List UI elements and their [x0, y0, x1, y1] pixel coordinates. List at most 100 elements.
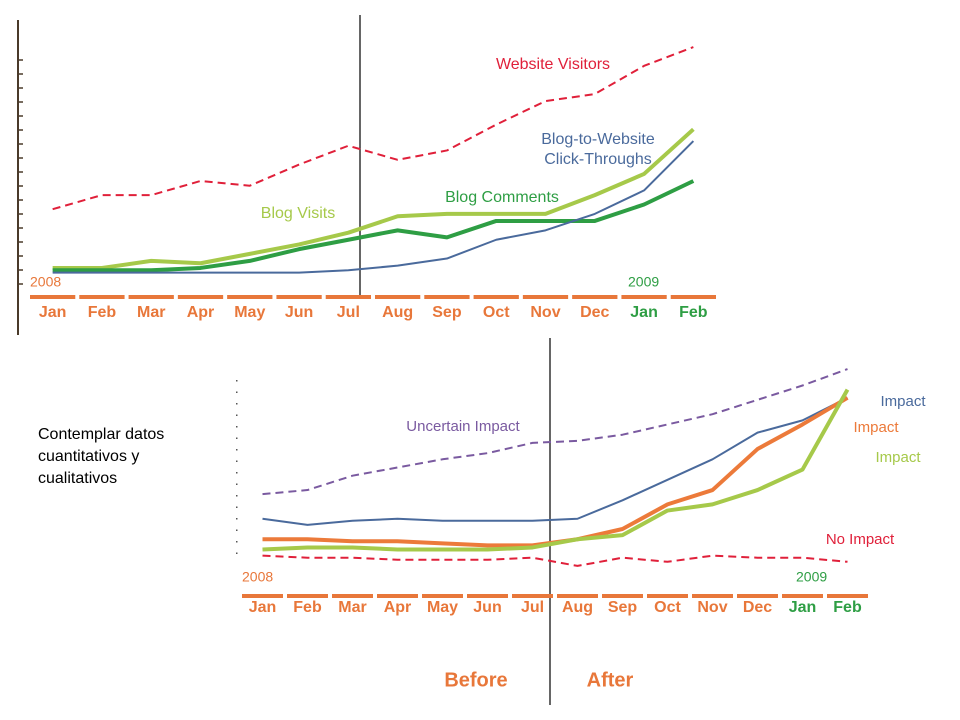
- annotation: 2009: [796, 569, 827, 585]
- annotation: Impact: [853, 419, 899, 436]
- x-tick-label: Aug: [562, 599, 593, 616]
- axis-dot: [236, 541, 238, 543]
- axis-dot: [236, 403, 238, 405]
- axis-dot: [236, 460, 238, 462]
- annotation: No Impact: [826, 531, 895, 548]
- annotation: Blog-to-Website: [541, 131, 655, 148]
- month-bar: [128, 295, 174, 299]
- x-tick-label: Feb: [833, 599, 862, 616]
- month-bar: [332, 594, 373, 598]
- series-line: [52, 179, 695, 273]
- series-line: [262, 388, 850, 552]
- month-bar: [647, 594, 688, 598]
- series-line: [52, 140, 695, 274]
- annotation: 2009: [628, 274, 659, 290]
- month-bar: [602, 594, 643, 598]
- x-tick-label: Jan: [789, 599, 817, 616]
- month-bar: [375, 295, 421, 299]
- month-bar: [522, 295, 569, 299]
- axis-dot: [236, 529, 238, 531]
- month-bar: [557, 594, 598, 598]
- annotation: Website Visitors: [496, 56, 610, 73]
- x-tick-label: May: [234, 304, 265, 321]
- month-bar: [325, 295, 371, 299]
- x-tick-label: Dec: [580, 304, 609, 321]
- axis-dot: [236, 506, 238, 508]
- month-bar: [621, 295, 667, 299]
- caption: Contemplar datos cuantitativos y cualita…: [38, 426, 165, 487]
- axis-dot: [236, 380, 238, 382]
- x-tick-label: Aug: [382, 304, 413, 321]
- series-line: [262, 396, 848, 526]
- month-bar: [377, 594, 418, 598]
- series-line: [262, 396, 849, 548]
- annotation: After: [587, 669, 634, 691]
- month-bar: [30, 295, 76, 299]
- x-tick-label: Feb: [679, 304, 708, 321]
- axis-dot: [236, 426, 238, 428]
- annotation: Impact: [875, 449, 921, 466]
- annotation: 2008: [30, 274, 61, 290]
- month-bar: [572, 295, 618, 299]
- x-tick-label: Jan: [249, 599, 277, 616]
- month-bar: [242, 594, 283, 598]
- x-tick-label: Dec: [743, 599, 772, 616]
- annotation: 2008: [242, 569, 273, 585]
- x-tick-label: Oct: [483, 304, 510, 321]
- month-bar: [424, 295, 470, 299]
- month-bar: [177, 295, 224, 299]
- month-bar: [473, 295, 519, 299]
- month-bar: [276, 295, 322, 299]
- x-tick-label: May: [427, 599, 458, 616]
- month-bar: [467, 594, 508, 598]
- x-tick-label: Jun: [285, 304, 313, 321]
- month-bar: [670, 295, 716, 299]
- series-line: [262, 554, 848, 567]
- month-bar: [422, 594, 463, 598]
- series-line: [52, 46, 694, 211]
- annotation: Blog Comments: [445, 189, 559, 206]
- x-tick-label: Feb: [293, 599, 322, 616]
- x-tick-label: Jul: [337, 304, 360, 321]
- x-tick-label: Feb: [88, 304, 117, 321]
- axis-dot: [236, 414, 238, 416]
- month-bar: [287, 594, 328, 598]
- x-tick-label: Oct: [654, 599, 681, 616]
- annotation: Before: [444, 669, 507, 691]
- axis-dot: [236, 495, 238, 497]
- month-bar: [737, 594, 778, 598]
- axis-dot: [236, 449, 238, 451]
- x-tick-label: Jan: [39, 304, 67, 321]
- month-bar: [227, 295, 273, 299]
- axis-dot: [236, 552, 238, 554]
- x-tick-label: Sep: [608, 599, 638, 616]
- x-tick-label: Nov: [697, 599, 727, 616]
- axis-dot: [236, 518, 238, 520]
- x-tick-label: Jun: [473, 599, 501, 616]
- axis-dot: [236, 391, 238, 393]
- axis-dot: [236, 483, 238, 485]
- annotation: Blog Visits: [261, 205, 335, 222]
- month-bar: [692, 594, 733, 598]
- month-bar: [782, 594, 823, 598]
- x-tick-label: Jan: [630, 304, 658, 321]
- month-bar: [79, 295, 125, 299]
- annotation: Click-Throughs: [544, 151, 652, 168]
- series-line: [262, 368, 848, 496]
- x-tick-label: Sep: [432, 304, 462, 321]
- x-tick-label: Apr: [384, 599, 412, 616]
- x-tick-label: Jul: [521, 599, 544, 616]
- x-tick-label: Apr: [187, 304, 215, 321]
- x-tick-label: Nov: [530, 304, 560, 321]
- month-bar: [827, 594, 868, 598]
- x-tick-label: Mar: [137, 304, 165, 321]
- annotation: Impact: [880, 393, 926, 410]
- axis-dot: [236, 437, 238, 439]
- axis-dot: [236, 472, 238, 474]
- month-bar: [512, 594, 553, 598]
- annotation: Uncertain Impact: [406, 418, 520, 435]
- x-tick-label: Mar: [338, 599, 366, 616]
- series-line: [52, 127, 695, 270]
